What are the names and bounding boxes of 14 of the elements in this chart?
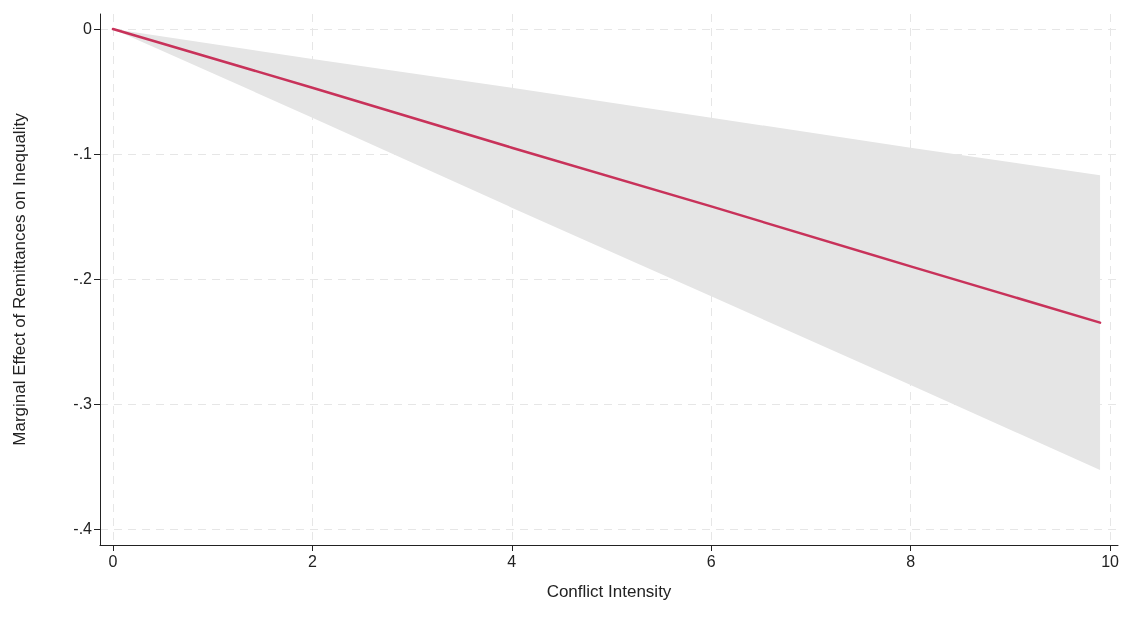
x-tick-label: 4 [507,552,517,570]
y-tick-label: -.2 [73,270,93,288]
line-series [111,27,1102,324]
x-tick-label: 2 [307,552,317,570]
x-tick-label: 8 [906,552,916,570]
y-tick-label: -.3 [73,395,93,413]
y-tick-label: -.1 [73,145,93,163]
x-axis-title: Conflict Intensity [546,582,672,601]
y-tick-label: -.4 [73,520,93,538]
y-axis-title: Marginal Effect of Remittances on Inequality [10,112,29,446]
x-tick-label: 10 [1101,552,1120,570]
x-tick-label: 6 [706,552,716,570]
y-tick-label: 0 [83,20,93,38]
x-tick-label: 0 [108,552,118,570]
